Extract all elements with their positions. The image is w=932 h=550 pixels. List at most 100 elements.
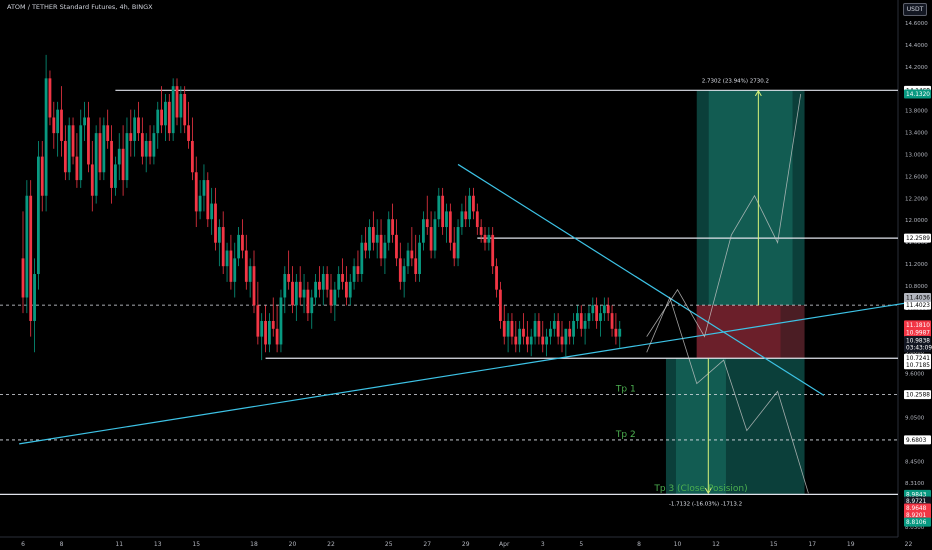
candle: [448, 203, 452, 251]
candle-body: [579, 313, 583, 329]
tp-annotation-1: Tp 1: [615, 384, 636, 394]
candle-body: [44, 78, 48, 196]
candle: [560, 320, 564, 353]
time-tick: 3: [541, 541, 545, 548]
price-tag: 8.8106: [906, 520, 927, 526]
level-price-tag: 11.4023: [906, 303, 930, 309]
candle-body: [167, 101, 171, 134]
candle: [429, 211, 433, 259]
price-tick: 10.8000: [905, 284, 928, 290]
candle-body: [456, 227, 460, 259]
candle: [114, 156, 117, 196]
candle-body: [410, 250, 414, 259]
candle-body: [244, 250, 248, 282]
candle: [129, 109, 133, 157]
long-arrow-head: [754, 89, 762, 97]
candle: [268, 313, 271, 353]
candle-body: [79, 125, 83, 181]
candle-body: [48, 78, 52, 118]
candle-body: [610, 313, 614, 329]
candle-body: [341, 274, 344, 282]
candle-body: [468, 195, 471, 220]
candle-body: [175, 86, 179, 118]
candle: [414, 234, 418, 282]
currency-button[interactable]: USDT: [903, 3, 927, 16]
candle-body: [129, 133, 133, 141]
candle-body: [387, 219, 391, 243]
candle-body: [171, 86, 175, 134]
candle-body: [252, 266, 256, 306]
candle-body: [595, 305, 599, 321]
candle-body: [140, 133, 144, 157]
candle-body: [352, 266, 356, 282]
candle: [345, 266, 348, 306]
candle-body: [495, 266, 498, 290]
candle-body: [345, 281, 348, 298]
candle-body: [552, 320, 556, 329]
candle-body: [67, 125, 71, 173]
candle: [579, 305, 583, 337]
candle: [425, 195, 429, 235]
candle: [375, 219, 379, 259]
trendline-1: [457, 163, 825, 396]
candle: [321, 266, 325, 306]
candle: [60, 86, 63, 157]
candle-body: [256, 305, 260, 337]
candle: [40, 140, 44, 212]
candle-body: [541, 336, 545, 345]
candle: [348, 274, 352, 306]
candle-body: [587, 313, 591, 321]
price-tick: 12.2000: [905, 196, 928, 202]
candle-body: [502, 320, 506, 337]
candle: [125, 117, 129, 188]
candle: [556, 313, 560, 345]
candle: [217, 219, 221, 267]
level-price-tag: 10.2588: [906, 393, 930, 399]
candle-body: [379, 234, 383, 259]
candle-body: [133, 117, 137, 141]
candle-body: [310, 297, 314, 314]
candle-body: [398, 258, 402, 282]
candle-body: [576, 313, 579, 321]
candle: [63, 125, 67, 181]
candle-body: [114, 164, 117, 188]
candle-body: [302, 289, 306, 298]
candle: [514, 320, 518, 353]
candle-body: [206, 180, 210, 220]
candle: [264, 305, 267, 353]
candle-body: [368, 227, 371, 251]
price-tag-bg: [904, 360, 931, 370]
candle: [602, 297, 606, 321]
candle-body: [241, 234, 244, 251]
candle: [48, 70, 52, 126]
time-tick: 15: [770, 541, 778, 548]
candle-body: [591, 305, 595, 314]
candle: [402, 258, 406, 298]
candle: [618, 320, 622, 349]
candle: [587, 305, 591, 329]
candle-body: [225, 250, 229, 267]
candle: [187, 101, 190, 149]
candle: [525, 320, 529, 353]
price-tag-bg: [904, 328, 931, 338]
candle: [83, 101, 86, 141]
candle-body: [452, 242, 456, 259]
candle-body: [210, 203, 214, 220]
candle: [56, 101, 60, 157]
level-price-tag-bg: [904, 233, 931, 243]
price-tick: 13.4000: [905, 131, 928, 137]
candle: [279, 289, 283, 353]
candle-body: [194, 172, 198, 212]
candle: [552, 313, 556, 337]
candle-body: [422, 219, 425, 243]
candle: [117, 133, 121, 181]
candle: [437, 187, 441, 228]
candle: [368, 219, 371, 259]
candle-body: [395, 234, 398, 259]
candle: [310, 289, 314, 329]
candle: [337, 266, 341, 298]
candle-body: [448, 211, 452, 243]
candle-body: [483, 234, 487, 243]
